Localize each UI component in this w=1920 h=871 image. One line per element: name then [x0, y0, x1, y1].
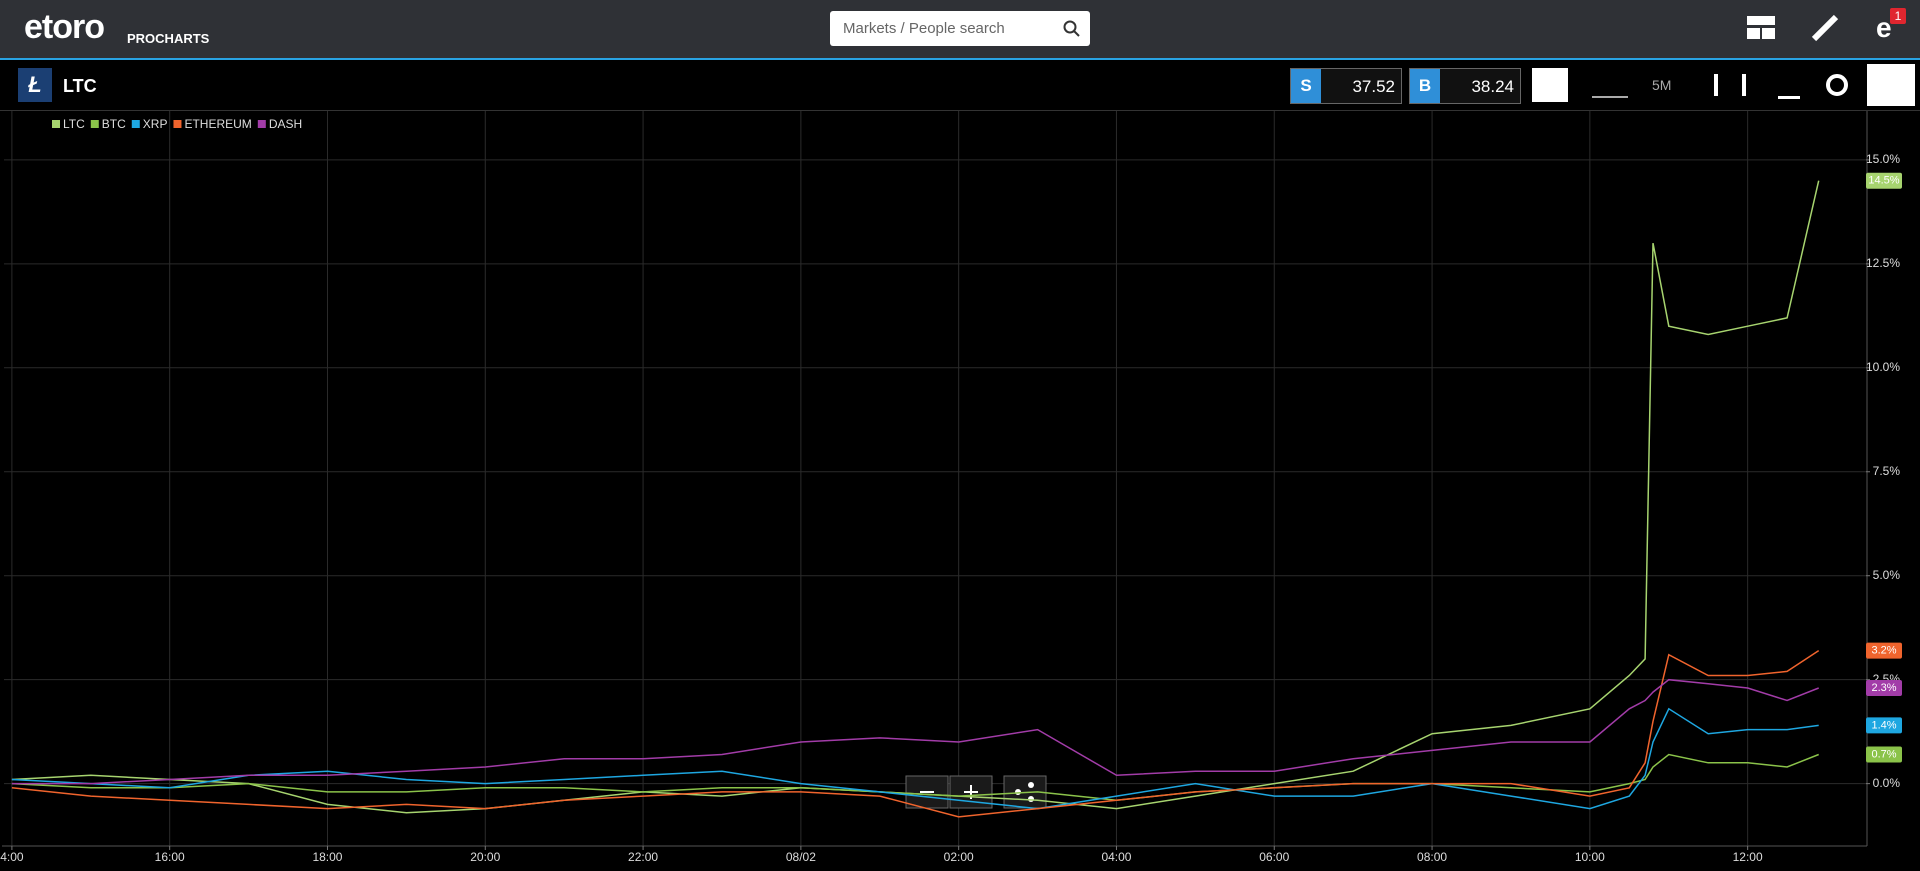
legend-label: ETHEREUM — [184, 117, 251, 131]
legend-label: BTC — [102, 117, 126, 131]
value-label: 1.4% — [1871, 719, 1896, 731]
y-tick-label: 0.0% — [1873, 776, 1901, 790]
buy-label: B — [1410, 69, 1440, 103]
value-label-box — [1866, 172, 1902, 189]
symbol: LTC — [63, 76, 97, 96]
crosshair-button[interactable] — [1532, 68, 1568, 102]
legend-swatch — [90, 120, 99, 128]
legend-swatch — [173, 120, 182, 128]
legend-swatch — [131, 120, 140, 128]
zoom-in-button[interactable] — [949, 775, 993, 809]
value-label: 3.2% — [1871, 644, 1896, 656]
value-label-box — [1866, 679, 1902, 696]
sell-label: S — [1291, 69, 1321, 103]
plot-background — [2, 110, 1918, 870]
symbol-icon: Ł — [18, 68, 52, 102]
value-label-box — [1866, 746, 1902, 763]
fullscreen-button[interactable] — [1867, 64, 1915, 106]
indicators-button[interactable] — [1592, 74, 1628, 98]
legend-label: LTC — [63, 117, 85, 131]
y-tick-label: 12.5% — [1866, 256, 1900, 270]
x-tick-label: 04:00 — [1101, 850, 1131, 864]
zoom-out-button[interactable] — [905, 775, 949, 809]
share-icon — [1028, 782, 1034, 788]
series-line — [11, 678, 1819, 785]
logo[interactable]: etoro — [24, 8, 105, 46]
series-line — [11, 649, 1820, 818]
y-tick-label: 10.0% — [1866, 360, 1900, 374]
legend-swatch — [52, 120, 60, 128]
x-tick-label: 08:00 — [1417, 850, 1447, 864]
buy-button[interactable]: B 38.24 — [1409, 68, 1521, 104]
search-placeholder: Markets / People search — [843, 20, 1005, 37]
toolbar: Ł LTC S 37.52 B 38.24 5M — [0, 60, 1920, 111]
x-tick-label: 12:00 — [1733, 850, 1763, 864]
search-box[interactable]: Markets / People search — [830, 11, 1090, 46]
settings-button[interactable] — [1826, 74, 1848, 96]
notification-badge: 1 — [1890, 8, 1906, 24]
y-tick-label: 7.5% — [1873, 464, 1901, 478]
value-label: 2.3% — [1871, 682, 1896, 694]
legend-label: DASH — [269, 117, 302, 131]
x-tick-label: 02:00 — [944, 850, 974, 864]
value-label: 14.5% — [1868, 175, 1899, 187]
top-bar: etoro PROCHARTS Markets / People search … — [0, 0, 1920, 60]
account-icon[interactable]: e — [1876, 12, 1892, 43]
share-icon — [1028, 796, 1034, 802]
sell-price: 37.52 — [1352, 77, 1395, 96]
chart-type-button[interactable] — [1714, 74, 1746, 96]
buy-price: 38.24 — [1471, 77, 1514, 96]
x-tick-label: 18:00 — [312, 850, 342, 864]
legend-label: XRP — [143, 117, 168, 131]
legend-swatch — [257, 120, 266, 128]
x-tick-label: 4:00 — [0, 850, 24, 864]
edit-icon[interactable] — [1808, 11, 1842, 45]
value-label-box — [1866, 717, 1902, 734]
brand: PROCHARTS — [127, 31, 210, 46]
x-tick-label: 22:00 — [628, 850, 658, 864]
series-line — [11, 180, 1820, 814]
search-icon — [1063, 20, 1080, 37]
layout-icon[interactable] — [1746, 15, 1776, 41]
value-label: 0.7% — [1871, 748, 1896, 760]
x-tick-label: 20:00 — [470, 850, 500, 864]
drawing-button[interactable] — [1778, 74, 1800, 99]
sell-button[interactable]: S 37.52 — [1290, 68, 1402, 104]
timeframe[interactable]: 5M — [1652, 77, 1672, 93]
series-line — [11, 707, 1819, 810]
share-icon — [1015, 789, 1021, 795]
y-tick-label: 5.0% — [1873, 568, 1901, 582]
x-tick-label: 16:00 — [155, 850, 185, 864]
x-tick-label: 06:00 — [1259, 850, 1289, 864]
x-tick-label: 10:00 — [1575, 850, 1605, 864]
y-tick-label: 15.0% — [1866, 152, 1900, 166]
value-label-box — [1866, 642, 1902, 659]
x-tick-label: 08/02 — [786, 850, 816, 864]
zoom-controls[interactable] — [905, 775, 1047, 809]
